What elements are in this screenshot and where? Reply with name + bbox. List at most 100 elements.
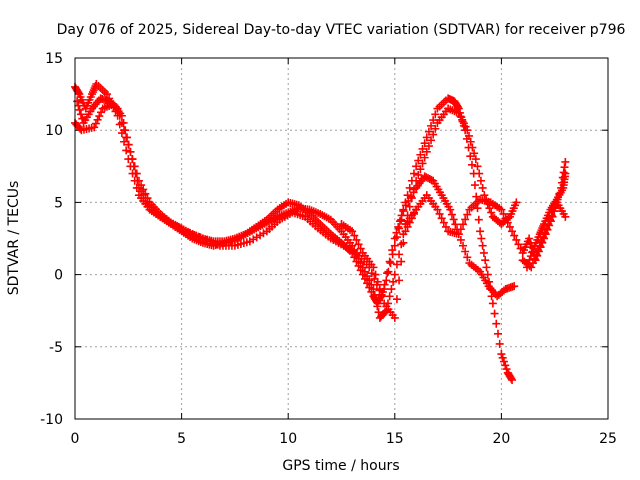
data-point [416, 150, 425, 159]
data-point [394, 222, 403, 231]
data-point [476, 227, 485, 236]
data-point [503, 218, 512, 227]
data-point [487, 208, 496, 217]
data-point [539, 233, 548, 242]
data-point [422, 133, 431, 142]
data-point [352, 235, 361, 244]
data-point [439, 218, 448, 227]
data-point [451, 220, 460, 229]
data-point [508, 227, 517, 236]
data-point [454, 230, 463, 239]
data-point [427, 121, 436, 130]
data-point [119, 118, 128, 127]
data-point [418, 144, 427, 153]
data-point [478, 241, 487, 250]
data-point [365, 276, 374, 285]
data-point [499, 209, 508, 218]
data-point [561, 212, 570, 221]
data-point [416, 165, 425, 174]
data-point [463, 210, 472, 219]
data-point [540, 228, 549, 237]
data-point [91, 119, 100, 128]
data-point [447, 210, 456, 219]
data-point [463, 126, 472, 135]
data-point [441, 222, 450, 231]
data-point [404, 196, 413, 205]
data-point [360, 267, 369, 276]
data-point [371, 270, 380, 279]
data-point [399, 238, 408, 247]
data-point [420, 139, 429, 148]
data-point [121, 126, 130, 135]
data-point [363, 272, 372, 281]
data-point [476, 176, 485, 185]
data-point [463, 253, 472, 262]
data-point [414, 156, 423, 165]
data-point [395, 217, 404, 226]
data-point [482, 263, 491, 272]
data-point [97, 108, 106, 117]
data-point [74, 101, 83, 110]
data-point [369, 263, 378, 272]
y-tick-label: 0 [54, 268, 63, 284]
data-point [424, 142, 433, 151]
data-point [510, 231, 519, 240]
data-point [535, 241, 544, 250]
data-point [397, 211, 406, 220]
data-point [354, 240, 363, 249]
data-point [512, 198, 521, 207]
data-point [392, 228, 401, 237]
data-point [470, 181, 479, 190]
data-point [373, 302, 382, 311]
data-point [370, 290, 379, 299]
data-point [459, 220, 468, 229]
data-point [392, 260, 401, 269]
data-point [348, 227, 357, 236]
data-point [464, 131, 473, 140]
data-point [75, 105, 84, 114]
x-axis-label: GPS time / hours [282, 458, 399, 474]
data-point [392, 295, 401, 304]
data-point [477, 234, 486, 243]
data-point [373, 277, 382, 286]
data-point [120, 137, 129, 146]
data-point [461, 247, 470, 256]
data-point [372, 296, 381, 305]
data-point [409, 188, 418, 197]
data-point [378, 292, 387, 301]
data-point [537, 237, 546, 246]
data-point [461, 215, 470, 224]
data-point [385, 292, 394, 301]
data-point [497, 350, 506, 359]
data-point [397, 257, 406, 266]
data-point [418, 159, 427, 168]
data-point [528, 259, 537, 268]
data-point [422, 147, 431, 156]
data-point [492, 319, 501, 328]
series-track-7 [337, 205, 421, 322]
x-tick-label: 0 [71, 431, 80, 447]
data-point [507, 374, 516, 383]
data-point [133, 176, 142, 185]
data-point [508, 376, 517, 385]
data-point [449, 215, 458, 224]
data-point [412, 162, 421, 171]
x-tick-label: 5 [177, 431, 186, 447]
data-point [375, 285, 384, 294]
data-point [90, 123, 99, 132]
plot-frame [74, 57, 609, 420]
data-point [559, 168, 568, 177]
data-point [525, 234, 534, 243]
data-point [386, 259, 395, 268]
data-point [478, 183, 487, 192]
data-point [389, 277, 398, 286]
data-point [424, 127, 433, 136]
data-point [367, 269, 376, 278]
data-point [453, 103, 462, 112]
data-point [498, 353, 507, 362]
data-point [74, 88, 83, 97]
x-tick-label: 25 [599, 431, 617, 447]
data-point [73, 97, 82, 106]
data-point [527, 263, 536, 272]
series-track-3 [71, 100, 519, 301]
